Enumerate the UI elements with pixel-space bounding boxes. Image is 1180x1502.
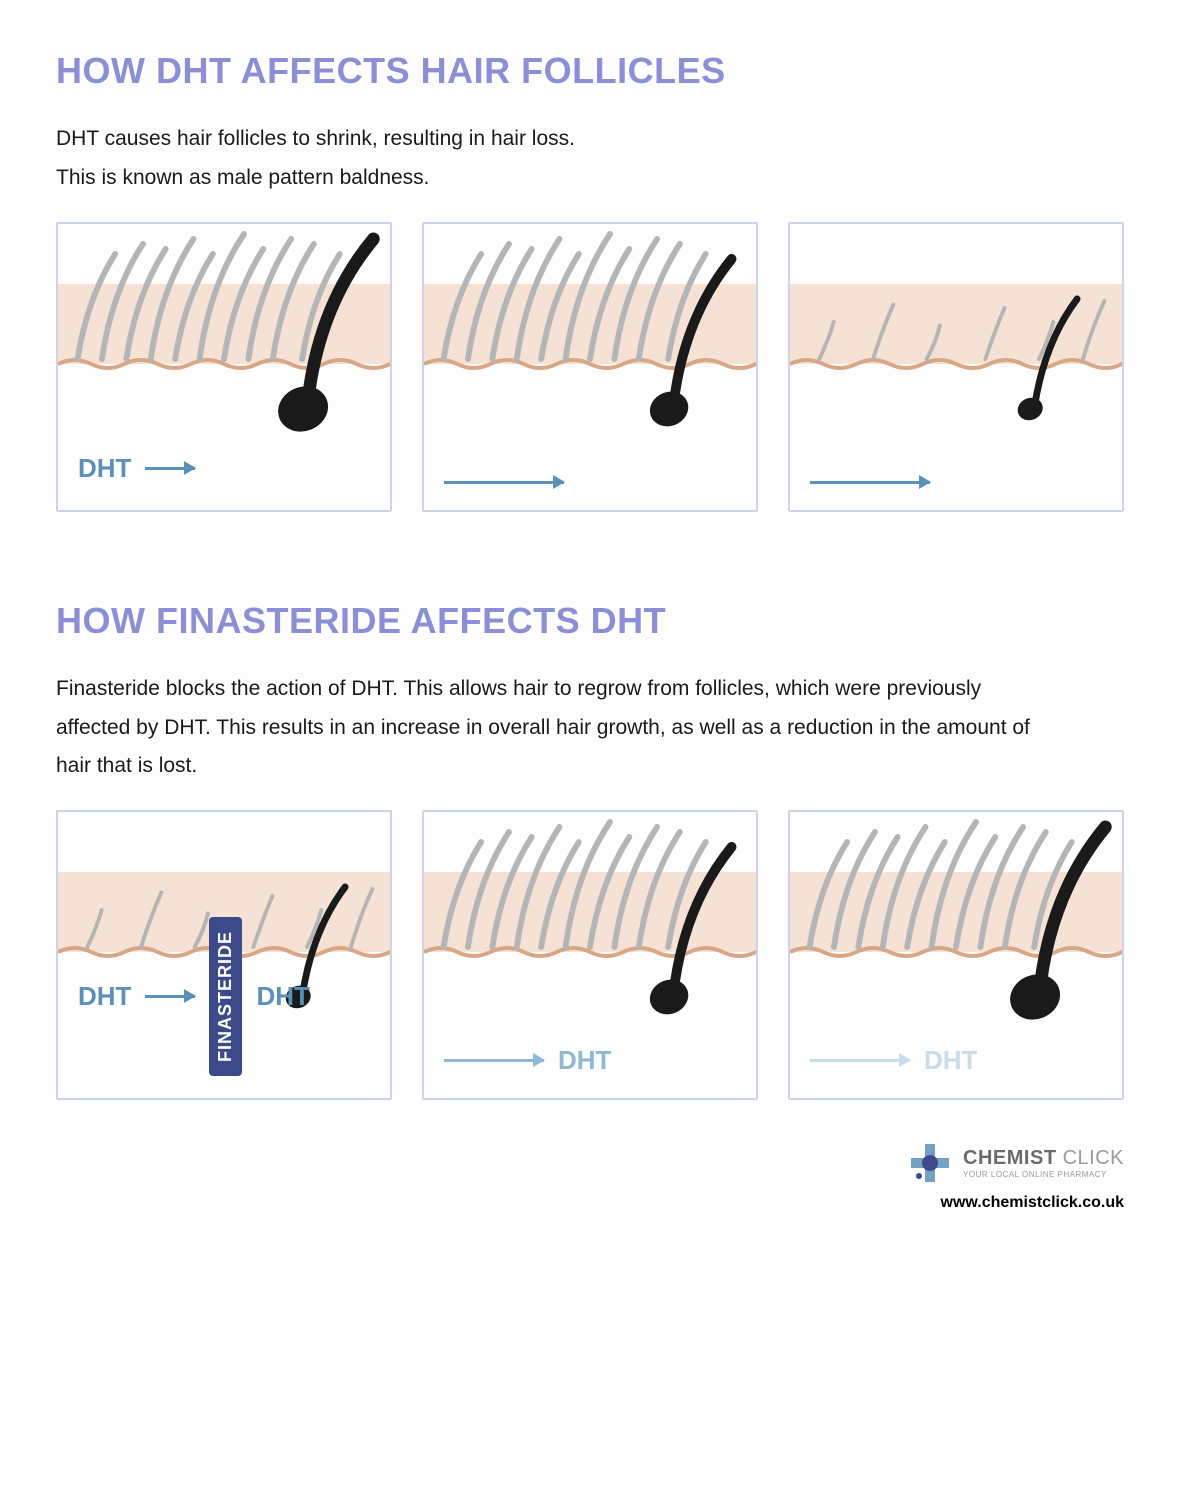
dht-label: DHT [78, 981, 131, 1012]
diagram-panel [422, 222, 758, 512]
logo-icon [907, 1140, 953, 1186]
footer: CHEMIST CLICK YOUR LOCAL ONLINE PHARMACY… [56, 1140, 1124, 1212]
arrow-icon [810, 1059, 910, 1062]
dht-label: DHT [924, 1045, 977, 1076]
dht-label: DHT [558, 1045, 611, 1076]
brand-logo: CHEMIST CLICK YOUR LOCAL ONLINE PHARMACY [907, 1140, 1124, 1186]
section1-title: HOW DHT AFFECTS HAIR FOLLICLES [56, 50, 1124, 92]
arrow-icon [444, 1059, 544, 1062]
diagram-panel: DHT [422, 810, 758, 1100]
finasteride-block: FINASTERIDE [209, 917, 242, 1076]
brand-name: CHEMIST CLICK [963, 1147, 1124, 1169]
diagram-panel: DHT [56, 222, 392, 512]
diagram-panel: DHT [788, 810, 1124, 1100]
section2-panels: DHT FINASTERIDE DHT DHT DHT [56, 810, 1124, 1100]
brand-tagline: YOUR LOCAL ONLINE PHARMACY [963, 1170, 1124, 1179]
arrow-icon [810, 481, 930, 484]
arrow-icon [444, 481, 564, 484]
section1-panels: DHT [56, 222, 1124, 512]
brand-url: www.chemistclick.co.uk [941, 1194, 1124, 1212]
dht-label: DHT [256, 981, 309, 1012]
diagram-panel [788, 222, 1124, 512]
section2-title: HOW FINASTERIDE AFFECTS DHT [56, 600, 1124, 642]
dht-label: DHT [78, 453, 131, 484]
arrow-icon [145, 995, 195, 998]
diagram-panel: DHT FINASTERIDE DHT [56, 810, 392, 1100]
arrow-icon [145, 467, 195, 470]
